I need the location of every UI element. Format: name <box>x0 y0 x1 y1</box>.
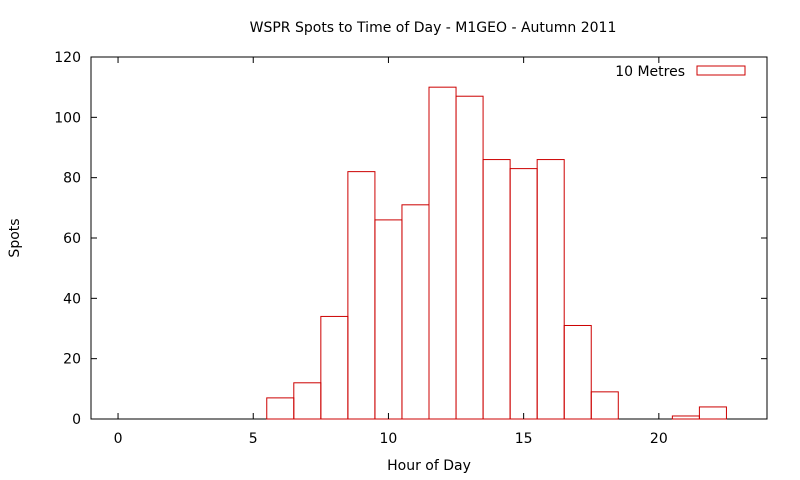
bars-group <box>266 86 727 420</box>
bar <box>482 159 511 420</box>
bar <box>698 406 727 420</box>
legend-swatch <box>696 65 746 76</box>
y-tick-label: 20 <box>63 352 81 368</box>
ticks-group: 0 20 40 60 80 100 120 0 5 10 15 20 <box>54 50 767 447</box>
y-tick-label: 40 <box>63 291 81 307</box>
x-tick-label: 5 <box>249 431 258 447</box>
bar <box>320 315 349 420</box>
bar <box>671 415 700 420</box>
y-tick-label: 80 <box>63 171 81 187</box>
y-tick-label: 0 <box>72 412 81 428</box>
x-tick-label: 20 <box>650 431 668 447</box>
chart-title: WSPR Spots to Time of Day - M1GEO - Autu… <box>250 20 617 36</box>
bar <box>428 86 457 420</box>
x-axis-label: Hour of Day <box>387 458 471 474</box>
bar <box>509 168 538 420</box>
bar <box>293 382 322 420</box>
y-tick-label: 100 <box>54 110 81 126</box>
bar <box>401 204 430 420</box>
x-tick-label: 0 <box>114 431 123 447</box>
bar <box>590 391 619 420</box>
bar <box>563 324 592 420</box>
y-tick-label: 120 <box>54 50 81 66</box>
x-tick-label: 10 <box>380 431 398 447</box>
bar <box>455 95 484 420</box>
x-tick-label: 15 <box>515 431 533 447</box>
y-tick-label: 60 <box>63 231 81 247</box>
legend: 10 Metres <box>615 64 746 80</box>
bar <box>536 159 565 420</box>
legend-label: 10 Metres <box>615 64 685 80</box>
bar <box>374 219 403 420</box>
bar <box>266 397 295 420</box>
bar <box>347 171 376 420</box>
y-axis-label: Spots <box>7 218 23 257</box>
